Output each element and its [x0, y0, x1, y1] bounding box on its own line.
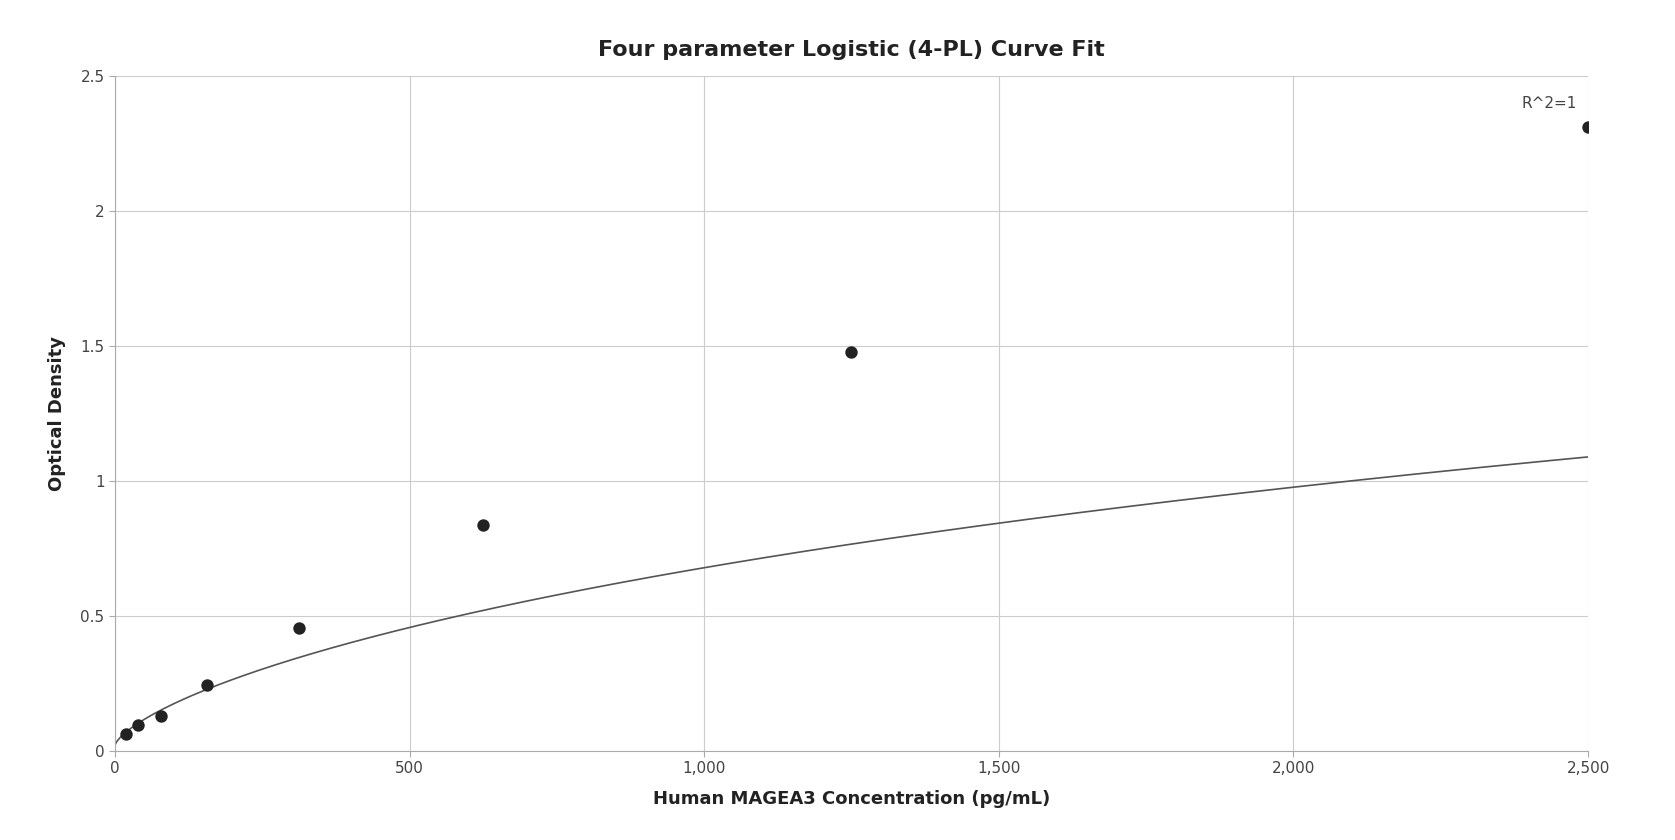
Point [838, 346, 864, 360]
Point [112, 727, 139, 741]
Y-axis label: Optical Density: Optical Density [49, 336, 67, 491]
Point [286, 622, 313, 635]
Point [124, 718, 151, 732]
Point [469, 518, 496, 532]
Point [147, 709, 174, 722]
Point [194, 678, 221, 691]
Text: R^2=1: R^2=1 [1521, 96, 1576, 111]
Point [1574, 120, 1601, 134]
Title: Four parameter Logistic (4-PL) Curve Fit: Four parameter Logistic (4-PL) Curve Fit [598, 40, 1106, 60]
X-axis label: Human MAGEA3 Concentration (pg/mL): Human MAGEA3 Concentration (pg/mL) [653, 790, 1050, 808]
